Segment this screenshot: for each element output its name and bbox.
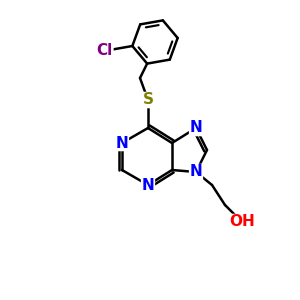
Text: N: N (142, 178, 154, 193)
Text: N: N (190, 121, 202, 136)
Text: S: S (142, 92, 154, 107)
Text: N: N (190, 164, 202, 179)
Text: N: N (116, 136, 128, 151)
Text: OH: OH (229, 214, 255, 230)
Text: Cl: Cl (97, 44, 113, 59)
